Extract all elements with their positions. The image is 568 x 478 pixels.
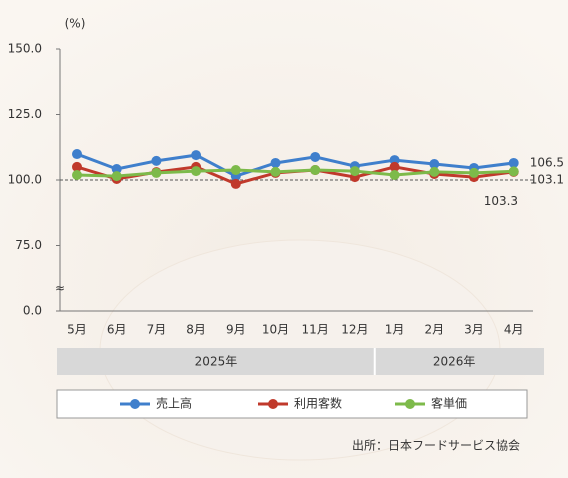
y-tick-label: 0.0 (23, 304, 42, 318)
legend-label: 売上高 (156, 396, 192, 411)
x-tick-label: 2月 (424, 323, 444, 337)
x-tick-label: 10月 (262, 323, 289, 337)
data-point (72, 161, 82, 172)
data-point (111, 171, 122, 182)
data-point (191, 150, 202, 161)
data-point (469, 167, 479, 178)
data-point (310, 151, 321, 162)
x-tick-label: 1月 (385, 323, 405, 337)
data-point (389, 170, 400, 181)
data-point (508, 166, 519, 177)
data-point (111, 163, 122, 174)
value-label: 103.1 (530, 172, 564, 186)
legend-marker (405, 399, 415, 409)
y-tick-label: 150.0 (8, 42, 42, 56)
series-line (76, 168, 514, 178)
y-tick-label: 125.0 (8, 107, 42, 121)
data-point (389, 161, 400, 172)
year-band (57, 348, 544, 375)
year-label: 2026年 (433, 355, 476, 369)
data-point (72, 149, 82, 160)
legend-label: 利用客数 (294, 396, 342, 411)
data-point (310, 165, 321, 176)
x-tick-label: 6月 (107, 323, 127, 337)
legend-label: 客単価 (431, 396, 467, 411)
source: 出所：日本フードサービス協会 (352, 438, 520, 453)
legend-marker (268, 399, 278, 409)
data-point (429, 166, 440, 177)
x-tick-label: 4月 (504, 323, 524, 337)
value-label: 103.3 (484, 194, 518, 208)
data-point (429, 159, 440, 170)
data-point (508, 157, 519, 168)
data-point (191, 166, 202, 177)
x-tick-label: 7月 (147, 323, 167, 337)
data-point (72, 170, 82, 181)
data-point (230, 178, 241, 189)
y-tick-label: 100.0 (8, 173, 42, 187)
year-label: 2025年 (195, 355, 238, 369)
x-tick-label: 11月 (302, 323, 329, 337)
data-point (349, 166, 360, 177)
data-point (151, 155, 162, 166)
series-line (76, 152, 514, 178)
data-point (151, 167, 162, 178)
x-tick-label: 5月 (67, 323, 87, 337)
unit-label: (%) (65, 17, 86, 31)
data-point (230, 165, 241, 176)
axis-break: ≈ (55, 281, 65, 295)
y-tick-label: 75.0 (15, 238, 42, 252)
x-tick-label: 12月 (341, 323, 368, 337)
x-tick-label: 3月 (464, 323, 484, 337)
data-point (270, 157, 281, 168)
legend-marker (130, 399, 140, 409)
value-label: 106.5 (530, 155, 564, 169)
x-tick-label: 9月 (226, 323, 246, 337)
data-point (270, 166, 281, 177)
x-tick-label: 8月 (186, 323, 206, 337)
